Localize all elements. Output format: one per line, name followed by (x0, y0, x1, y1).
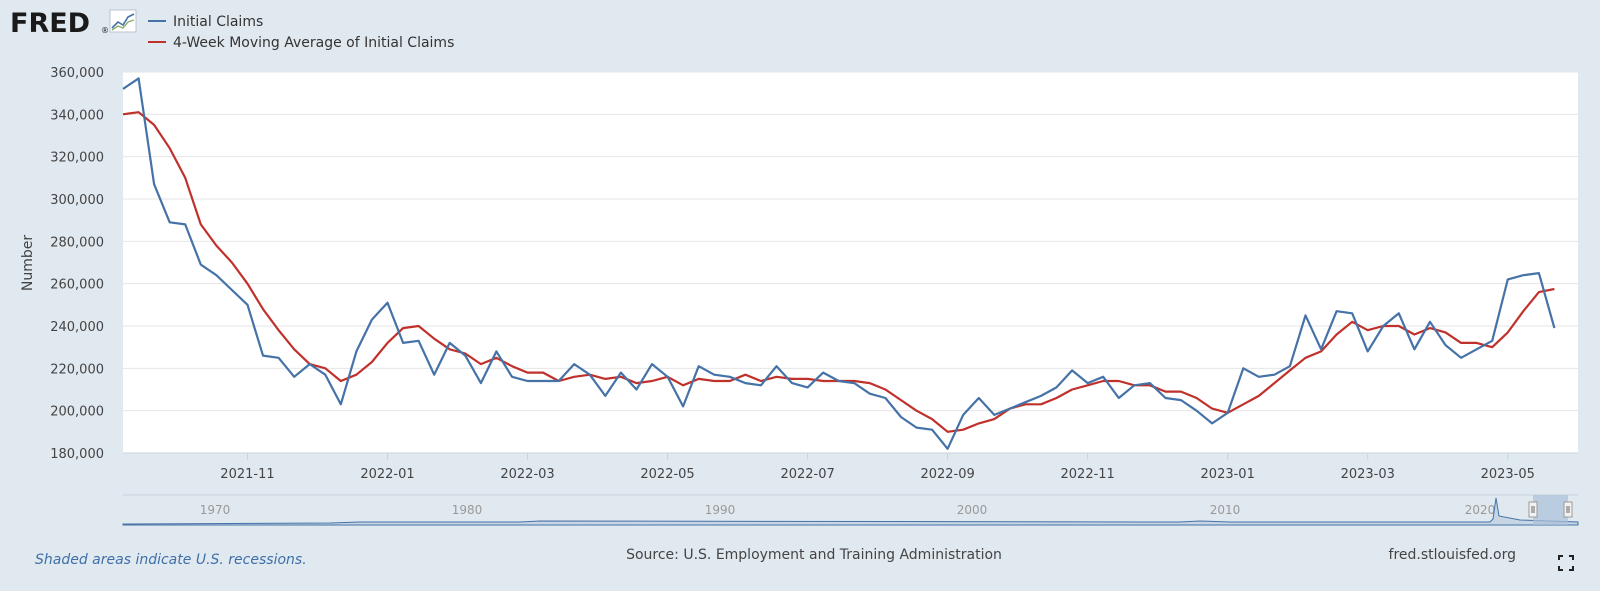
fred-logo-registered: ® (101, 26, 109, 35)
y-axis-label: Number (20, 235, 36, 291)
y-tick-label: 180,000 (50, 447, 104, 462)
x-tick-label: 2023-03 (1341, 467, 1395, 482)
plot-area (123, 72, 1578, 453)
legend: Initial Claims 4-Week Moving Average of … (148, 14, 454, 51)
fred-logo-text: FRED (10, 8, 90, 39)
navigator[interactable]: 1970 1980 1990 2000 2010 2020 (122, 494, 1579, 526)
x-tick-label: 2022-05 (640, 467, 694, 482)
x-axis: 2021-11 2022-01 2022-03 2022-05 2022-07 2022-… (123, 452, 1578, 482)
recession-note: Shaded areas indicate U.S. recessions. (35, 552, 307, 568)
legend-label-moving-average: 4-Week Moving Average of Initial Claims (173, 35, 454, 51)
y-tick-label: 260,000 (50, 278, 104, 293)
legend-item-moving-average[interactable]: 4-Week Moving Average of Initial Claims (148, 35, 454, 51)
y-tick-label: 280,000 (50, 235, 104, 250)
y-tick-label: 360,000 (50, 66, 104, 81)
fred-logo[interactable]: FRED ® (10, 8, 137, 39)
navigator-track (123, 495, 1578, 525)
legend-label-initial-claims: Initial Claims (173, 14, 263, 30)
navigator-year-label: 2020 (1465, 503, 1496, 517)
x-tick-label: 2022-09 (920, 467, 974, 482)
x-tick-label: 2022-11 (1061, 467, 1115, 482)
x-tick-label: 2023-05 (1481, 467, 1535, 482)
fullscreen-icon[interactable] (1558, 555, 1574, 571)
y-tick-label: 200,000 (50, 405, 104, 420)
y-tick-label: 320,000 (50, 151, 104, 166)
navigator-year-label: 2000 (957, 503, 988, 517)
navigator-handle-left[interactable] (1528, 501, 1538, 518)
series-line-initial-claims[interactable] (122, 77, 1556, 450)
site-link[interactable]: fred.stlouisfed.org (1388, 547, 1516, 563)
navigator-labels: 1970 1980 1990 2000 2010 2020 (200, 503, 1496, 517)
series (122, 77, 1556, 450)
y-axis: 180,000 200,000 220,000 240,000 260,000 280,0… (50, 66, 104, 462)
x-tick-label: 2023-01 (1201, 467, 1255, 482)
navigator-selection[interactable] (1533, 495, 1568, 525)
x-tick-label: 2022-03 (500, 467, 554, 482)
x-tick-label: 2022-07 (780, 467, 834, 482)
y-tick-label: 240,000 (50, 320, 104, 335)
y-tick-label: 300,000 (50, 193, 104, 208)
source-text: Source: U.S. Employment and Training Adm… (626, 547, 1002, 563)
x-tick-label: 2021-11 (220, 467, 274, 482)
navigator-year-label: 1970 (200, 503, 231, 517)
navigator-year-label: 1990 (705, 503, 736, 517)
y-tick-label: 340,000 (50, 108, 104, 123)
fred-logo-chart-icon (109, 9, 137, 33)
navigator-year-label: 2010 (1210, 503, 1241, 517)
navigator-series (122, 497, 1579, 526)
legend-item-initial-claims[interactable]: Initial Claims (148, 14, 263, 30)
navigator-handle-right[interactable] (1563, 501, 1573, 518)
x-tick-label: 2022-01 (360, 467, 414, 482)
y-tick-label: 220,000 (50, 362, 104, 377)
navigator-year-label: 1980 (452, 503, 483, 517)
